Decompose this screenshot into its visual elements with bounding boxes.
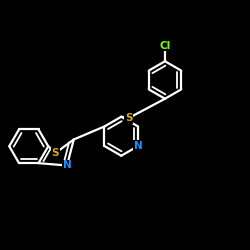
Text: N: N	[134, 141, 142, 151]
Text: S: S	[125, 113, 132, 123]
Text: S: S	[52, 148, 59, 158]
Text: N: N	[62, 160, 72, 170]
Text: Cl: Cl	[160, 41, 170, 51]
